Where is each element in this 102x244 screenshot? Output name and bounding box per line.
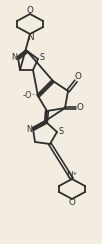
Text: O: O — [27, 6, 33, 15]
Text: N: N — [11, 52, 17, 61]
Text: O: O — [69, 198, 75, 207]
Text: N: N — [26, 124, 32, 133]
Text: -O⁻: -O⁻ — [22, 91, 36, 100]
Text: O: O — [77, 103, 83, 112]
Text: S: S — [39, 53, 45, 62]
Text: O: O — [75, 72, 81, 81]
Text: N: N — [27, 33, 33, 42]
Text: S: S — [58, 126, 64, 135]
Text: N⁺: N⁺ — [66, 171, 78, 180]
